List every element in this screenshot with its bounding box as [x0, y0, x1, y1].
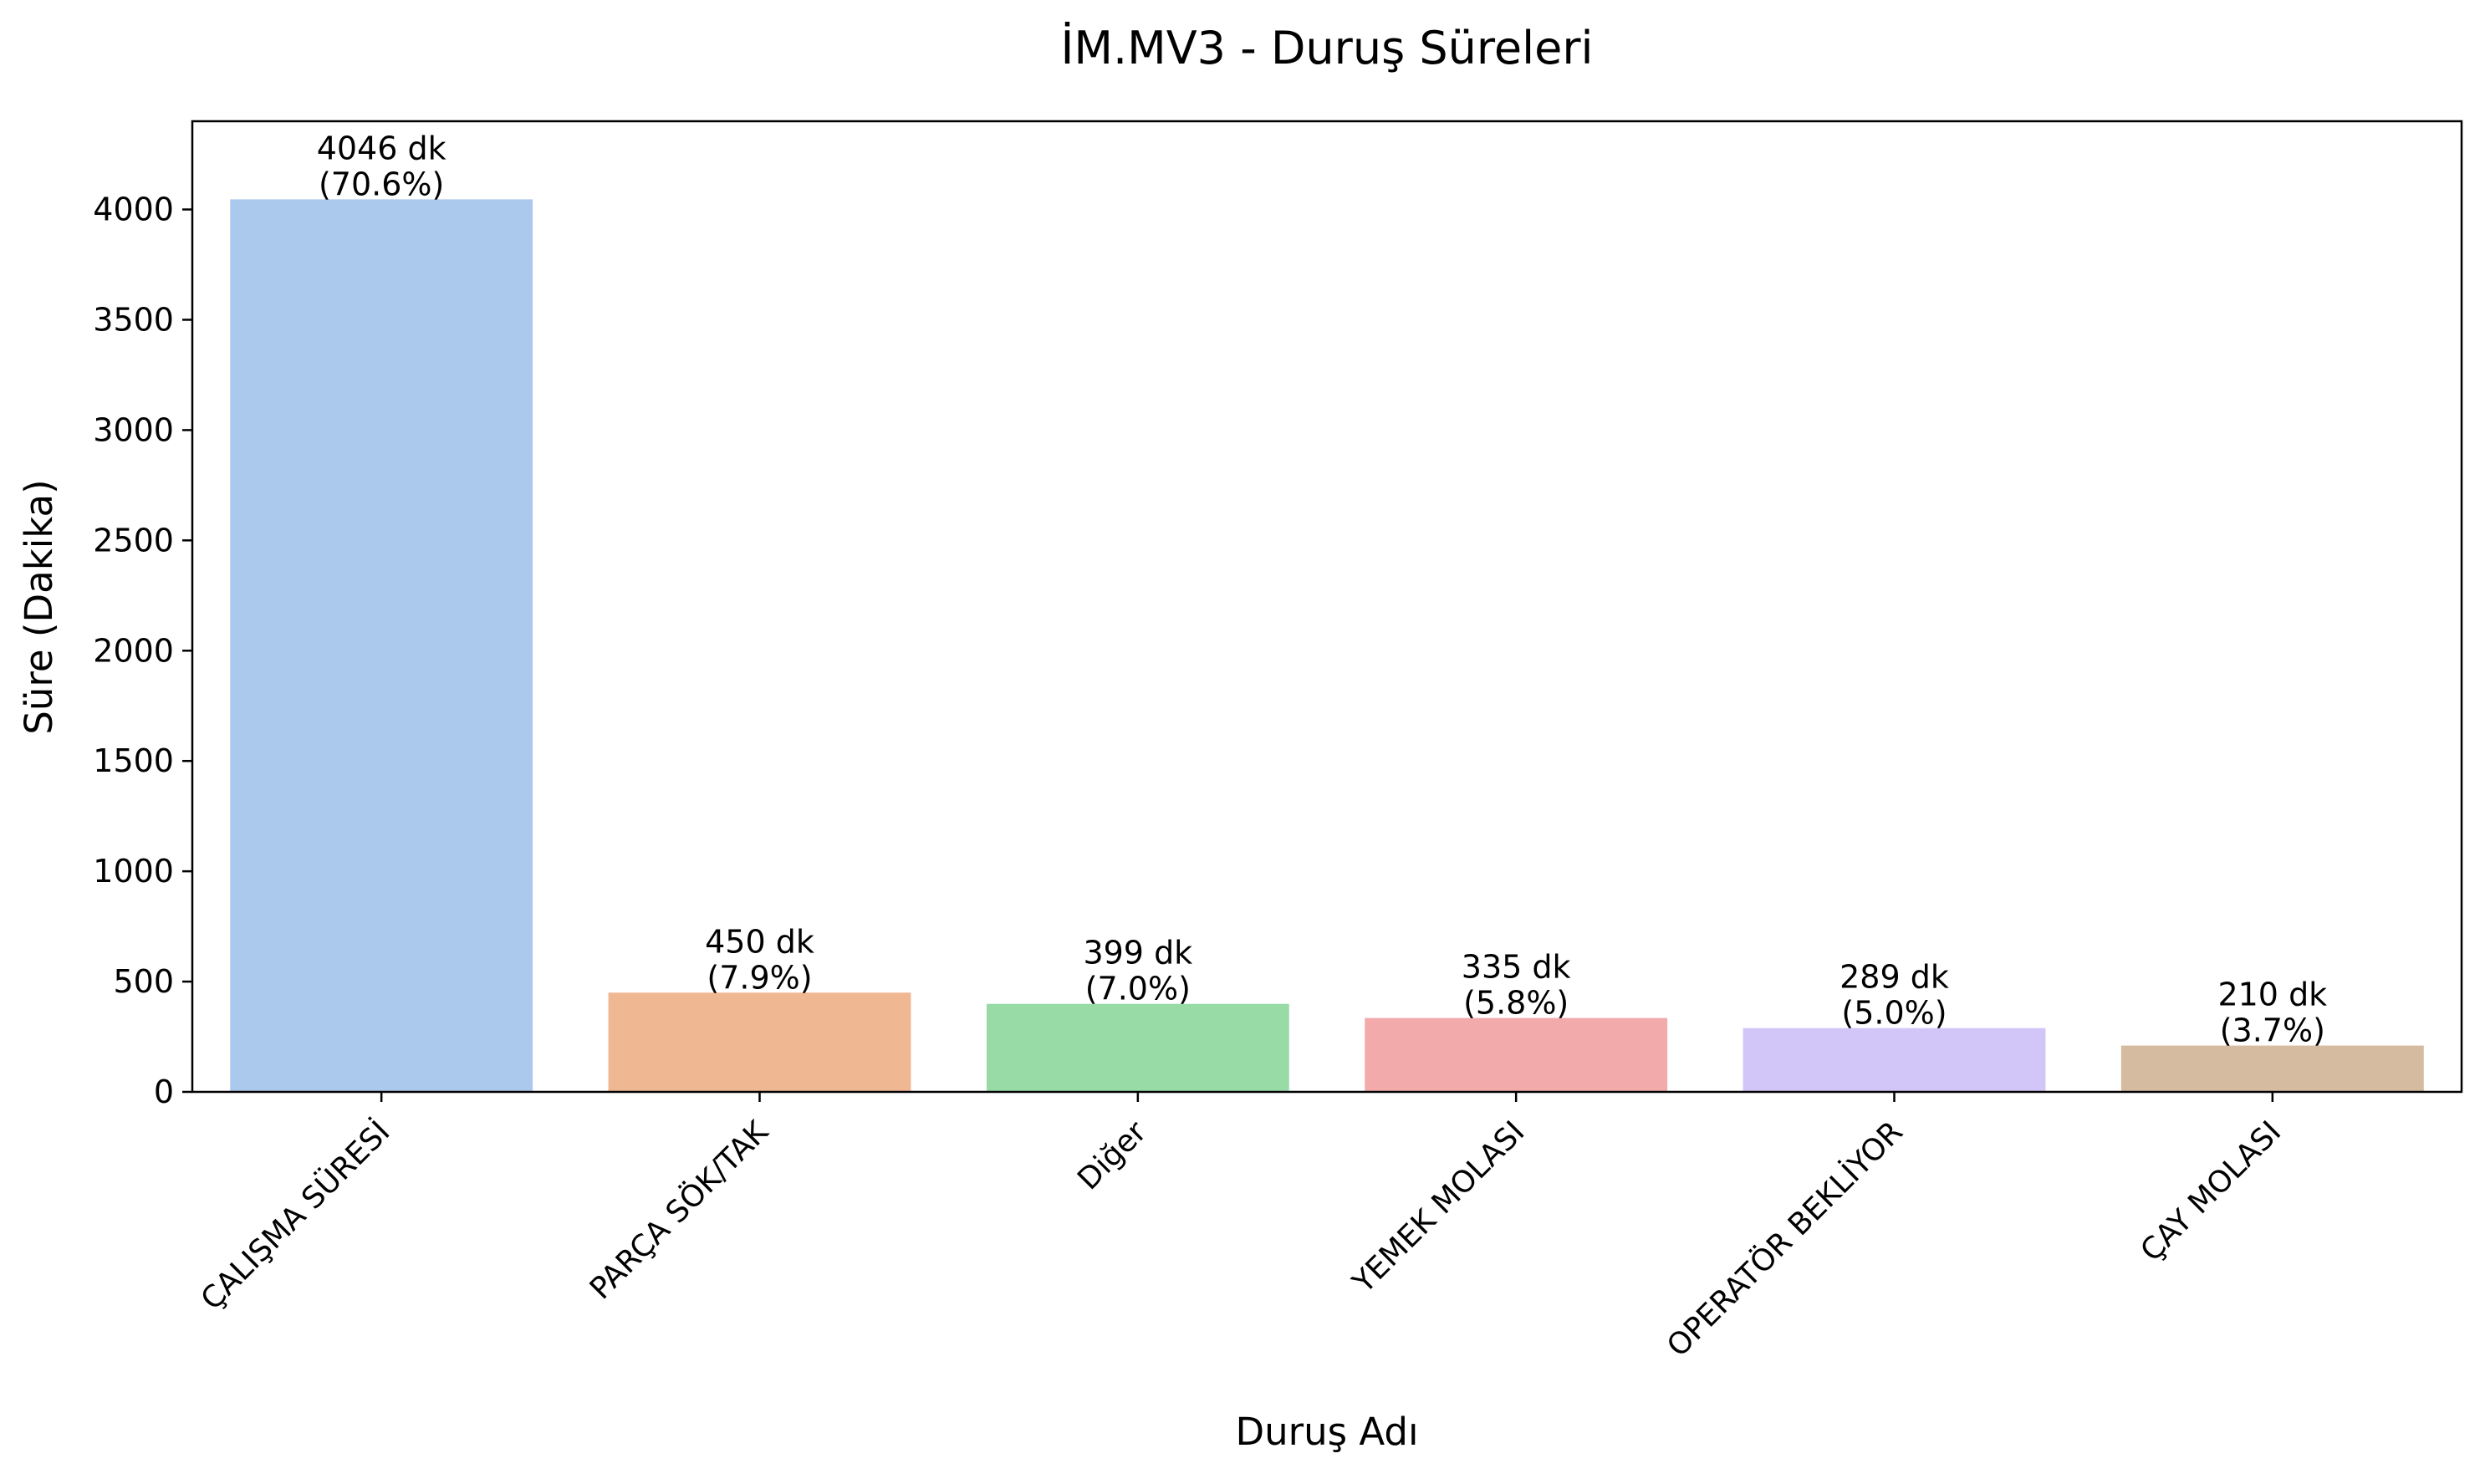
bar	[986, 1003, 1289, 1092]
bar	[1743, 1028, 2046, 1092]
bars-group	[230, 199, 2424, 1093]
bar-percent-label: (5.8%)	[1463, 985, 1569, 1022]
bar-percent-label: (7.9%)	[707, 959, 812, 996]
plot-frame	[191, 120, 2463, 1094]
bar-value-label: 289 dk	[1840, 959, 1949, 996]
y-tick-label: 3500	[93, 301, 174, 338]
y-tick-label: 500	[113, 963, 174, 1000]
y-tick-label: 2000	[93, 632, 174, 669]
bar-value-label: 4046 dk	[317, 130, 446, 166]
y-tick-label: 2500	[93, 522, 174, 558]
bar-percent-label: (5.0%)	[1841, 995, 1947, 1032]
bar-value-label: 210 dk	[2217, 977, 2327, 1013]
bar-percent-label: (3.7%)	[2220, 1012, 2325, 1049]
y-tick-label: 1500	[93, 742, 174, 779]
bar-labels: 4046 dk(70.6%) 450 dk(7.9%) 399 dk(7.0%) 33…	[317, 130, 2328, 1048]
bar-value-label: 335 dk	[1462, 949, 1571, 986]
bar	[608, 992, 911, 1092]
bar	[2120, 1045, 2424, 1092]
y-axis-ticks: 0 500 1000 1500 2000 2500 3000 3500 4000	[93, 191, 192, 1110]
chart-title: İM.MV3 - Duruş Süreleri	[1060, 22, 1593, 74]
x-axis-label: Duruş Adı	[1235, 1410, 1418, 1454]
y-tick-label: 4000	[93, 191, 174, 228]
y-axis-label: Süre (Dakika)	[17, 479, 61, 734]
bar-percent-label: (7.0%)	[1085, 971, 1191, 1007]
y-tick-label: 3000	[93, 411, 174, 448]
y-tick-label: 1000	[93, 853, 174, 890]
bar-value-label: 450 dk	[705, 923, 814, 960]
bar	[230, 199, 533, 1093]
y-tick-label: 0	[154, 1073, 174, 1110]
bar	[1365, 1017, 1668, 1092]
bar-value-label: 399 dk	[1083, 935, 1192, 971]
bar-percent-label: (70.6%)	[319, 166, 444, 202]
